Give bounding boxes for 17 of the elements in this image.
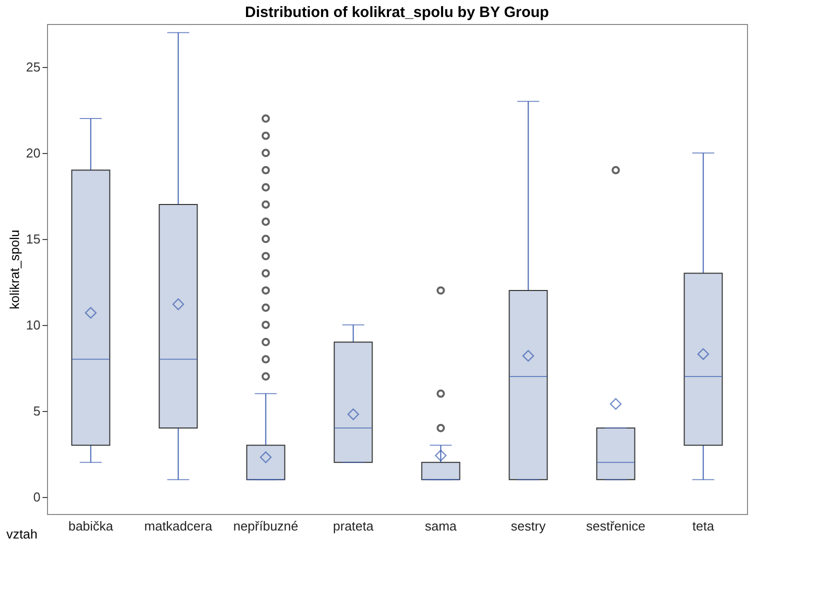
y-tick-label: 20 bbox=[26, 145, 40, 160]
y-tick-label: 5 bbox=[33, 403, 40, 418]
x-tick-label: nepříbuzné bbox=[233, 518, 298, 534]
x-axis-title: vztah bbox=[6, 526, 38, 542]
y-tick-label: 10 bbox=[26, 317, 40, 332]
y-axis-title: kolikrat_spolu bbox=[7, 230, 22, 310]
x-tick-label: sestry bbox=[510, 518, 546, 534]
x-tick-label: matkadcera bbox=[144, 518, 213, 534]
y-tick-label: 25 bbox=[26, 59, 40, 74]
x-tick-label: sama bbox=[424, 518, 458, 534]
x-tick-label: babička bbox=[68, 518, 114, 534]
y-tick-label: 15 bbox=[26, 231, 40, 246]
chart-title: Distribution of kolikrat_spolu by BY Group bbox=[245, 4, 549, 21]
x-tick-label: teta bbox=[692, 518, 715, 534]
y-tick-label: 0 bbox=[33, 489, 40, 504]
x-tick-label: sestřenice bbox=[586, 518, 646, 534]
x-tick-label: prateta bbox=[333, 518, 374, 534]
